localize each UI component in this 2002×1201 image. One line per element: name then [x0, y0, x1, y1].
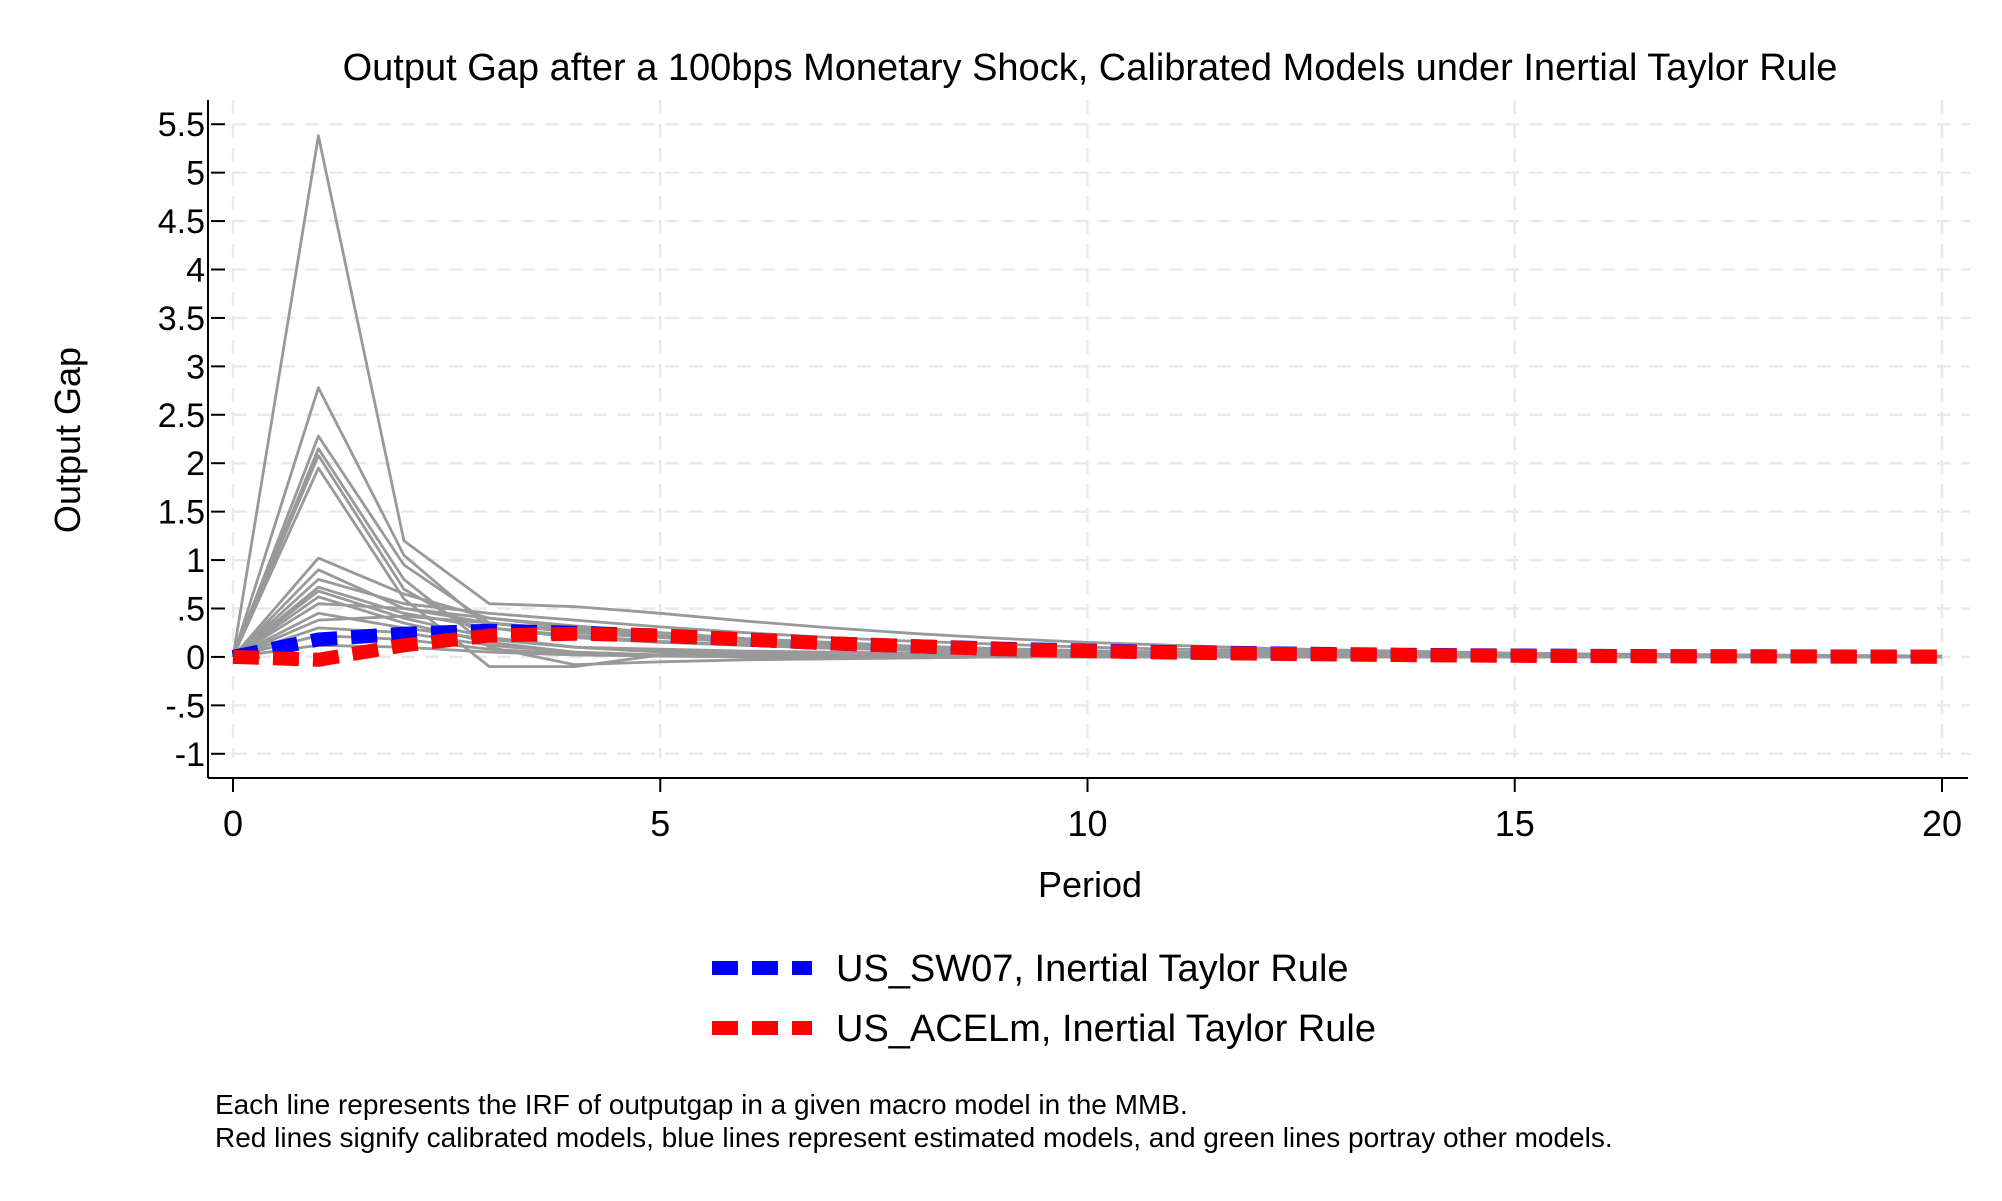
chart-title: Output Gap after a 100bps Monetary Shock…: [343, 47, 1838, 89]
y-tick-label: 5.5: [158, 106, 205, 144]
legend: US_SW07, Inertial Taylor Rule US_ACELm, I…: [712, 948, 1376, 1050]
y-tick-label: 1: [186, 542, 205, 580]
y-tick-label: -.5: [165, 687, 205, 725]
y-tick-label: 5: [186, 155, 205, 193]
note-line-2: Red lines signify calibrated models, blu…: [215, 1122, 1613, 1153]
y-tick-label: 3.5: [158, 300, 205, 338]
chart-notes: Each line represents the IRF of outputga…: [215, 1088, 1613, 1154]
series-line: [232, 626, 1943, 667]
y-tick-label: 1.5: [158, 494, 205, 532]
x-tick-label: 5: [650, 803, 670, 844]
x-tick-label: 10: [1067, 803, 1107, 844]
x-tick-label: 15: [1495, 803, 1535, 844]
y-tick-label: 0: [186, 639, 205, 677]
x-axis-label: Period: [1038, 864, 1142, 905]
axes: -1 -.5 0 .5 1 1.5 2 2.5 3 3.5 4 4.5 5 5.5 0 5 10 15 20: [158, 100, 1968, 844]
legend-label: US_ACELm, Inertial Taylor Rule: [836, 1008, 1376, 1050]
grid: [231, 100, 1970, 758]
y-tick-label: -1: [175, 736, 205, 774]
y-tick-label: 4.5: [158, 203, 205, 241]
y-tick-label: 3: [186, 348, 205, 386]
y-tick-label: 2.5: [158, 397, 205, 435]
x-tick-label: 0: [223, 803, 243, 844]
note-line-1: Each line represents the IRF of outputga…: [215, 1089, 1188, 1120]
y-axis-label: Output Gap: [47, 347, 88, 533]
y-tick-label: .5: [177, 591, 205, 629]
legend-label: US_SW07, Inertial Taylor Rule: [836, 948, 1349, 990]
x-tick-label: 20: [1922, 803, 1962, 844]
y-tick-label: 4: [186, 252, 205, 290]
highlighted-series-group: [231, 623, 1943, 667]
y-tick-label: 2: [186, 445, 205, 483]
